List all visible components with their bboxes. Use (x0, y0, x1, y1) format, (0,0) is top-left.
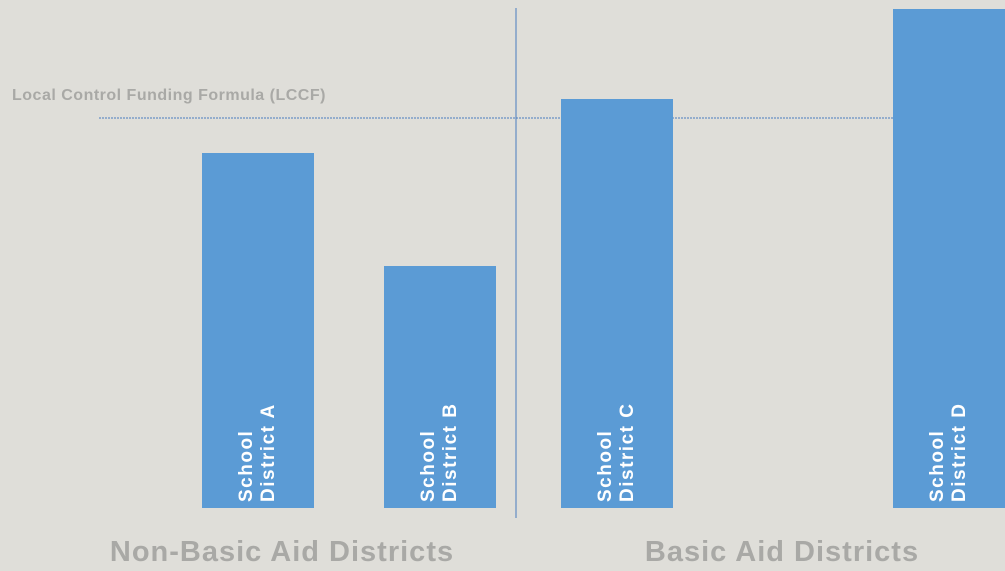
bar: School District A (202, 153, 314, 508)
bar: School District B (384, 266, 496, 508)
reference-label: Local Control Funding Formula (LCCF) (12, 87, 326, 104)
bar: School District D (893, 8, 1005, 508)
group-label: Non-Basic Aid Districts (109, 536, 455, 568)
group-label: Basic Aid Districts (644, 536, 920, 568)
bar-label: School District D (927, 402, 970, 502)
bar-label: School District B (418, 402, 461, 502)
bar: School District C (561, 98, 673, 508)
bar-label: School District C (595, 402, 638, 502)
bar-label: School District A (236, 403, 279, 502)
